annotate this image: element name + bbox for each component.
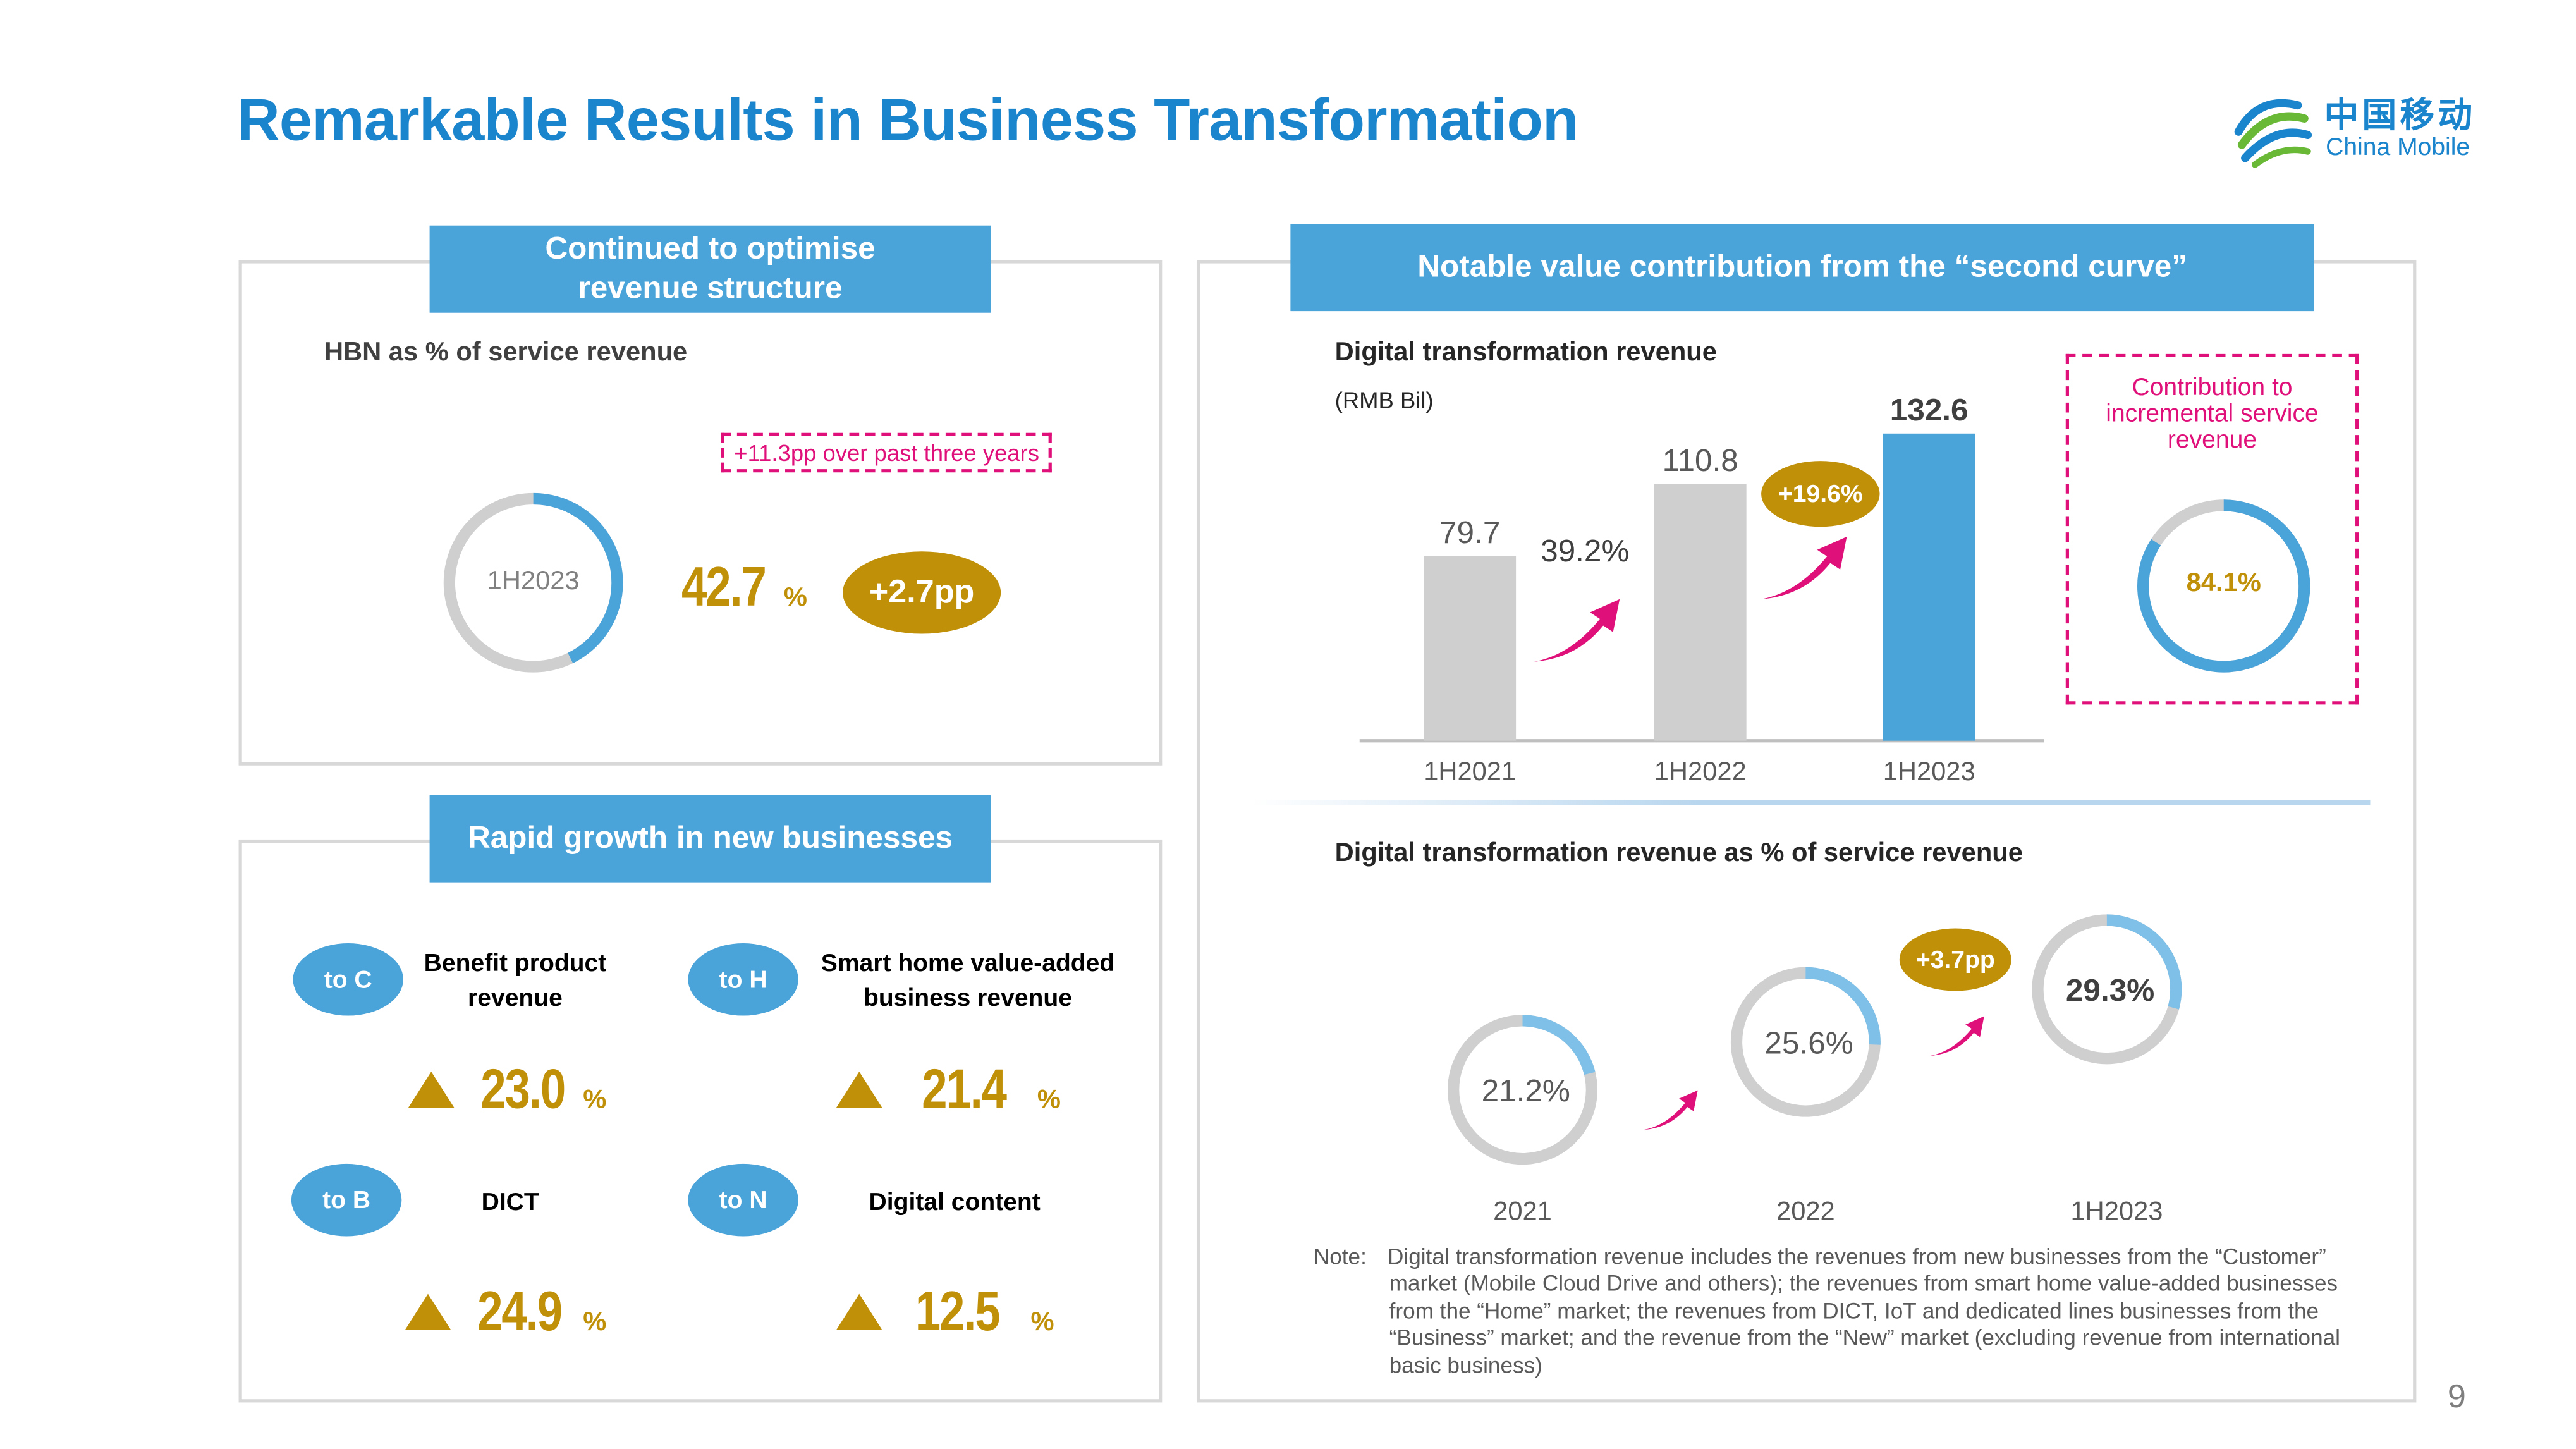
bar-chart-title: Digital transformation revenue <box>1334 339 1717 367</box>
bar-category-label: 1H2021 <box>1424 756 1516 786</box>
bar-chart-unit: (RMB Bil) <box>1334 386 1434 413</box>
hbn-value: 42.7% <box>681 556 807 621</box>
benefit-product-label: Benefit product revenue <box>424 950 607 1013</box>
page-title: Remarkable Results in Business Transform… <box>236 85 1578 154</box>
bar-1H2021 <box>1424 556 1517 741</box>
logo-text-cn: 中国移动 <box>2324 97 2476 135</box>
donut-fill-2021 <box>1448 1015 1597 1165</box>
tag-to-n: to N <box>688 1163 798 1237</box>
bar-category-label: 1H2022 <box>1654 756 1747 786</box>
donut-category-label: 2021 <box>1493 1195 1552 1225</box>
up-triangle-icon <box>836 1293 882 1330</box>
tag-to-h: to H <box>688 943 798 1016</box>
benefit-product-number: 23.0 <box>480 1058 566 1122</box>
donut-value-label: 29.3% <box>2066 973 2154 1008</box>
bar-value-label: 110.8 <box>1663 443 1738 478</box>
up-triangle-icon <box>836 1072 882 1108</box>
bar-value-label: 132.6 <box>1890 393 1969 427</box>
contribution-donut-fill <box>2137 499 2310 673</box>
china-mobile-logo-icon <box>2234 99 2312 168</box>
growth-arrow-icon <box>1761 536 1847 599</box>
contribution-donut <box>2137 499 2310 673</box>
page-number: 9 <box>2447 1379 2466 1416</box>
growth-label-2022: 39.2% <box>1541 535 1630 570</box>
tag-to-b: to B <box>291 1163 402 1237</box>
hbn-donut-fill <box>443 492 623 673</box>
section-divider <box>1250 800 2371 805</box>
hbn-value-number: 42.7 <box>681 556 767 620</box>
panel-new-businesses-header: Rapid growth in new businesses <box>429 795 991 883</box>
logo-text-en: China Mobile <box>2326 133 2470 162</box>
bar-1H2023 <box>1883 433 1975 741</box>
smart-home-number: 21.4 <box>922 1058 1007 1122</box>
donut-fill-1H2023 <box>2032 914 2182 1065</box>
tag-to-c: to C <box>293 943 403 1016</box>
benefit-product-value: 23.0% <box>480 1058 606 1123</box>
hbn-delta-badge: +2.7pp <box>843 551 1001 634</box>
digital-content-unit: % <box>1030 1309 1054 1337</box>
donut-fill-2022 <box>1730 967 1881 1117</box>
digital-content-label: Digital content <box>869 1188 1041 1217</box>
donut-value-label: 25.6% <box>1764 1025 1853 1060</box>
bar-1H2022 <box>1654 484 1747 741</box>
contribution-title: Contribution to incremental service reve… <box>2106 374 2319 455</box>
growth-arrow-icon <box>1930 1016 1984 1056</box>
growth-arrow-icon <box>1643 1090 1698 1130</box>
dict-unit: % <box>583 1309 607 1337</box>
up-triangle-icon <box>408 1072 455 1108</box>
hbn-subtitle: HBN as % of service revenue <box>324 339 688 367</box>
benefit-product-unit: % <box>583 1086 607 1115</box>
smart-home-label: Smart home value-added business revenue <box>821 950 1115 1013</box>
digital-content-number: 12.5 <box>915 1280 1001 1343</box>
growth-arrow-icon <box>1534 599 1620 662</box>
hbn-value-unit: % <box>783 584 807 613</box>
smart-home-unit: % <box>1037 1086 1061 1115</box>
donut-category-label: 1H2023 <box>2071 1195 2163 1225</box>
growth-badge-2023: +19.6% <box>1761 461 1880 527</box>
china-mobile-logo: 中国移动 China Mobile <box>2225 82 2505 174</box>
dict-label: DICT <box>481 1188 539 1217</box>
hbn-callout: +11.3pp over past three years <box>721 432 1053 473</box>
donut-value-label: 21.2% <box>1482 1073 1570 1108</box>
footnote: Note: Digital transformation revenue inc… <box>1314 1244 2383 1379</box>
donut-delta-badge: +3.7pp <box>1899 928 2011 991</box>
smart-home-value: 21.4% <box>922 1058 1061 1123</box>
dict-number: 24.9 <box>477 1280 563 1343</box>
bar-category-label: 1H2023 <box>1883 756 1975 786</box>
digital-content-value: 12.5% <box>915 1281 1054 1345</box>
donut-category-label: 2022 <box>1776 1195 1835 1225</box>
hbn-donut-label: 1H2023 <box>487 568 580 596</box>
footnote-label: Note: <box>1313 1244 1367 1269</box>
panel-revenue-structure-header: Continued to optimise revenue structure <box>429 225 991 313</box>
footnote-text: Digital transformation revenue includes … <box>1388 1244 2340 1378</box>
contribution-value: 84.1% <box>2186 569 2261 598</box>
up-triangle-icon <box>405 1293 451 1330</box>
contribution-box <box>2065 353 2359 705</box>
panel-second-curve-header: Notable value contribution from the “sec… <box>1290 224 2314 312</box>
hbn-donut <box>443 492 623 673</box>
dict-value: 24.9% <box>477 1281 606 1345</box>
donut-chart-title: Digital transformation revenue as % of s… <box>1334 839 2023 868</box>
bar-value-label: 79.7 <box>1439 515 1500 550</box>
